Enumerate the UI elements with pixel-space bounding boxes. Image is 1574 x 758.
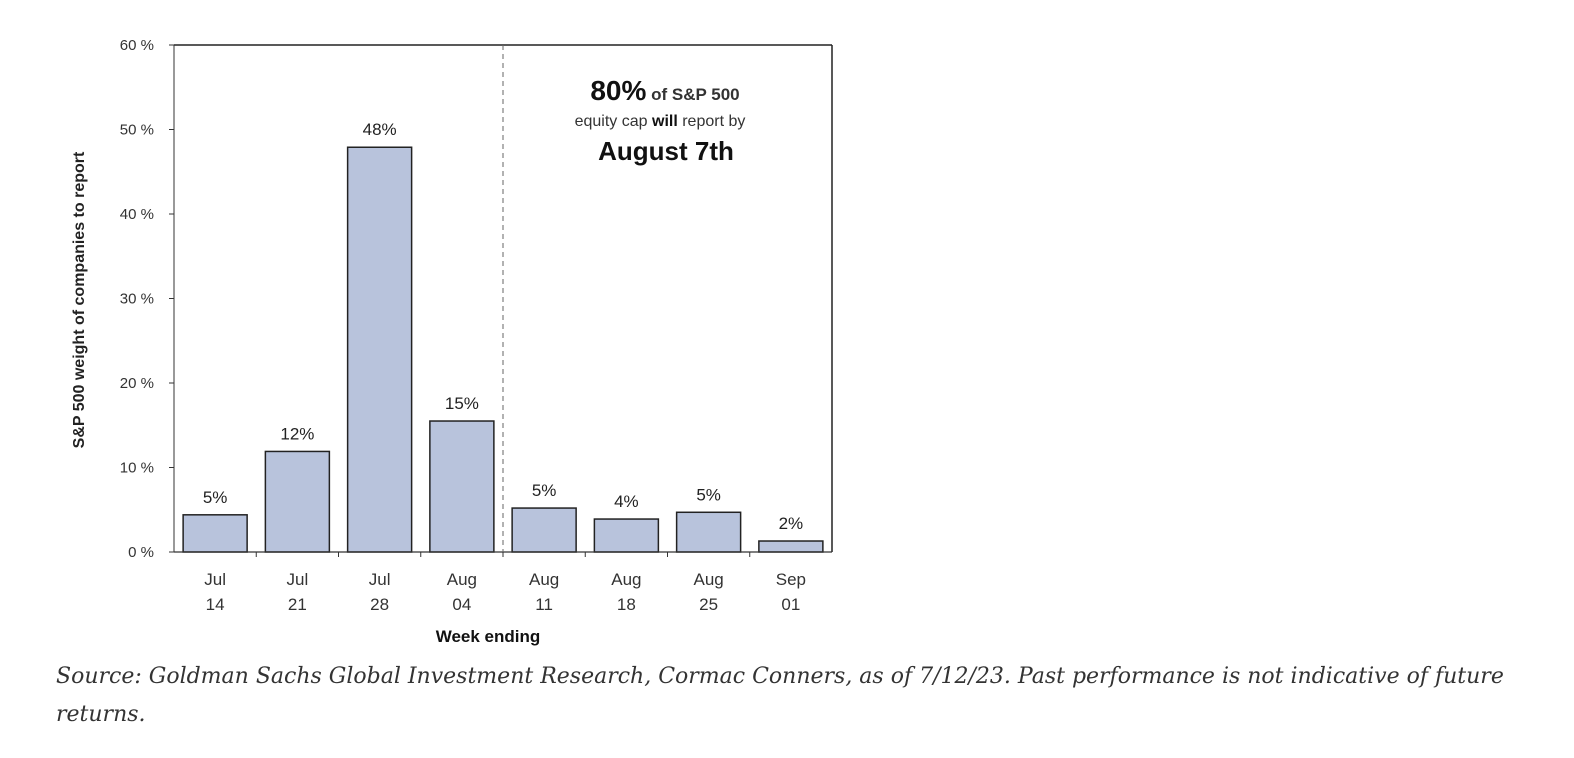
data-label: 48% — [363, 120, 397, 139]
x-tick-label: 11 — [535, 595, 553, 614]
data-label: 15% — [445, 394, 479, 413]
data-label: 2% — [779, 514, 804, 533]
annotation: 80% of S&P 500 equity cap will report by… — [575, 75, 746, 166]
x-tick-label: Jul — [369, 570, 391, 589]
x-tick-label: Aug — [694, 570, 724, 589]
x-tick-label: Aug — [529, 570, 559, 589]
y-tick-label: 10 % — [120, 460, 154, 477]
y-tick-label: 50 % — [120, 122, 154, 139]
y-axis-label: S&P 500 weight of companies to report — [71, 151, 88, 448]
data-label: 5% — [696, 485, 721, 504]
data-label: 12% — [280, 424, 314, 443]
x-axis-label: Week ending — [436, 627, 541, 646]
data-label: 5% — [203, 488, 228, 507]
x-tick-label: Jul — [287, 570, 309, 589]
bar-aug-25 — [675, 511, 742, 553]
x-tick-label: Jul — [204, 570, 226, 589]
x-tick-label: 25 — [699, 595, 718, 614]
data-label: 4% — [614, 492, 639, 511]
svg-text:equity cap will report by: equity cap will report by — [575, 113, 746, 130]
bar-jul-28 — [346, 146, 413, 553]
source-caption: Source: Goldman Sachs Global Investment … — [56, 664, 1504, 727]
bar-sep-01 — [758, 540, 824, 553]
annotation-big: 80% — [590, 75, 646, 106]
x-tick-label: 04 — [452, 595, 471, 614]
bar-aug-04 — [429, 420, 495, 553]
bar-chart: 0 % 10 % 20 % 30 % 40 % 50 % 60 % 5% 12% 48% 15% 5… — [71, 37, 833, 646]
bar-jul-21 — [264, 450, 331, 553]
bar-jul-14 — [182, 514, 248, 553]
x-tick-label: Aug — [447, 570, 477, 589]
x-tick-label: Aug — [611, 570, 641, 589]
bar-aug-18 — [593, 518, 660, 553]
svg-text:80% of S&P 500: 80% of S&P 500 — [590, 75, 739, 106]
data-label: 5% — [532, 481, 557, 500]
y-tick-label: 20 % — [120, 375, 154, 392]
x-tick-label: 14 — [206, 595, 225, 614]
x-tick-label: 18 — [617, 595, 636, 614]
y-tick-label: 60 % — [120, 37, 154, 54]
x-tick-label: 28 — [370, 595, 389, 614]
bar-aug-11 — [511, 507, 577, 553]
y-tick-label: 30 % — [120, 291, 154, 308]
x-tick-label: 01 — [781, 595, 800, 614]
x-tick-label: 21 — [288, 595, 307, 614]
x-tick-label: Sep — [776, 570, 806, 589]
y-tick-label: 40 % — [120, 206, 154, 223]
svg-text:August 7th: August 7th — [598, 136, 734, 166]
y-tick-label: 0 % — [128, 544, 154, 561]
